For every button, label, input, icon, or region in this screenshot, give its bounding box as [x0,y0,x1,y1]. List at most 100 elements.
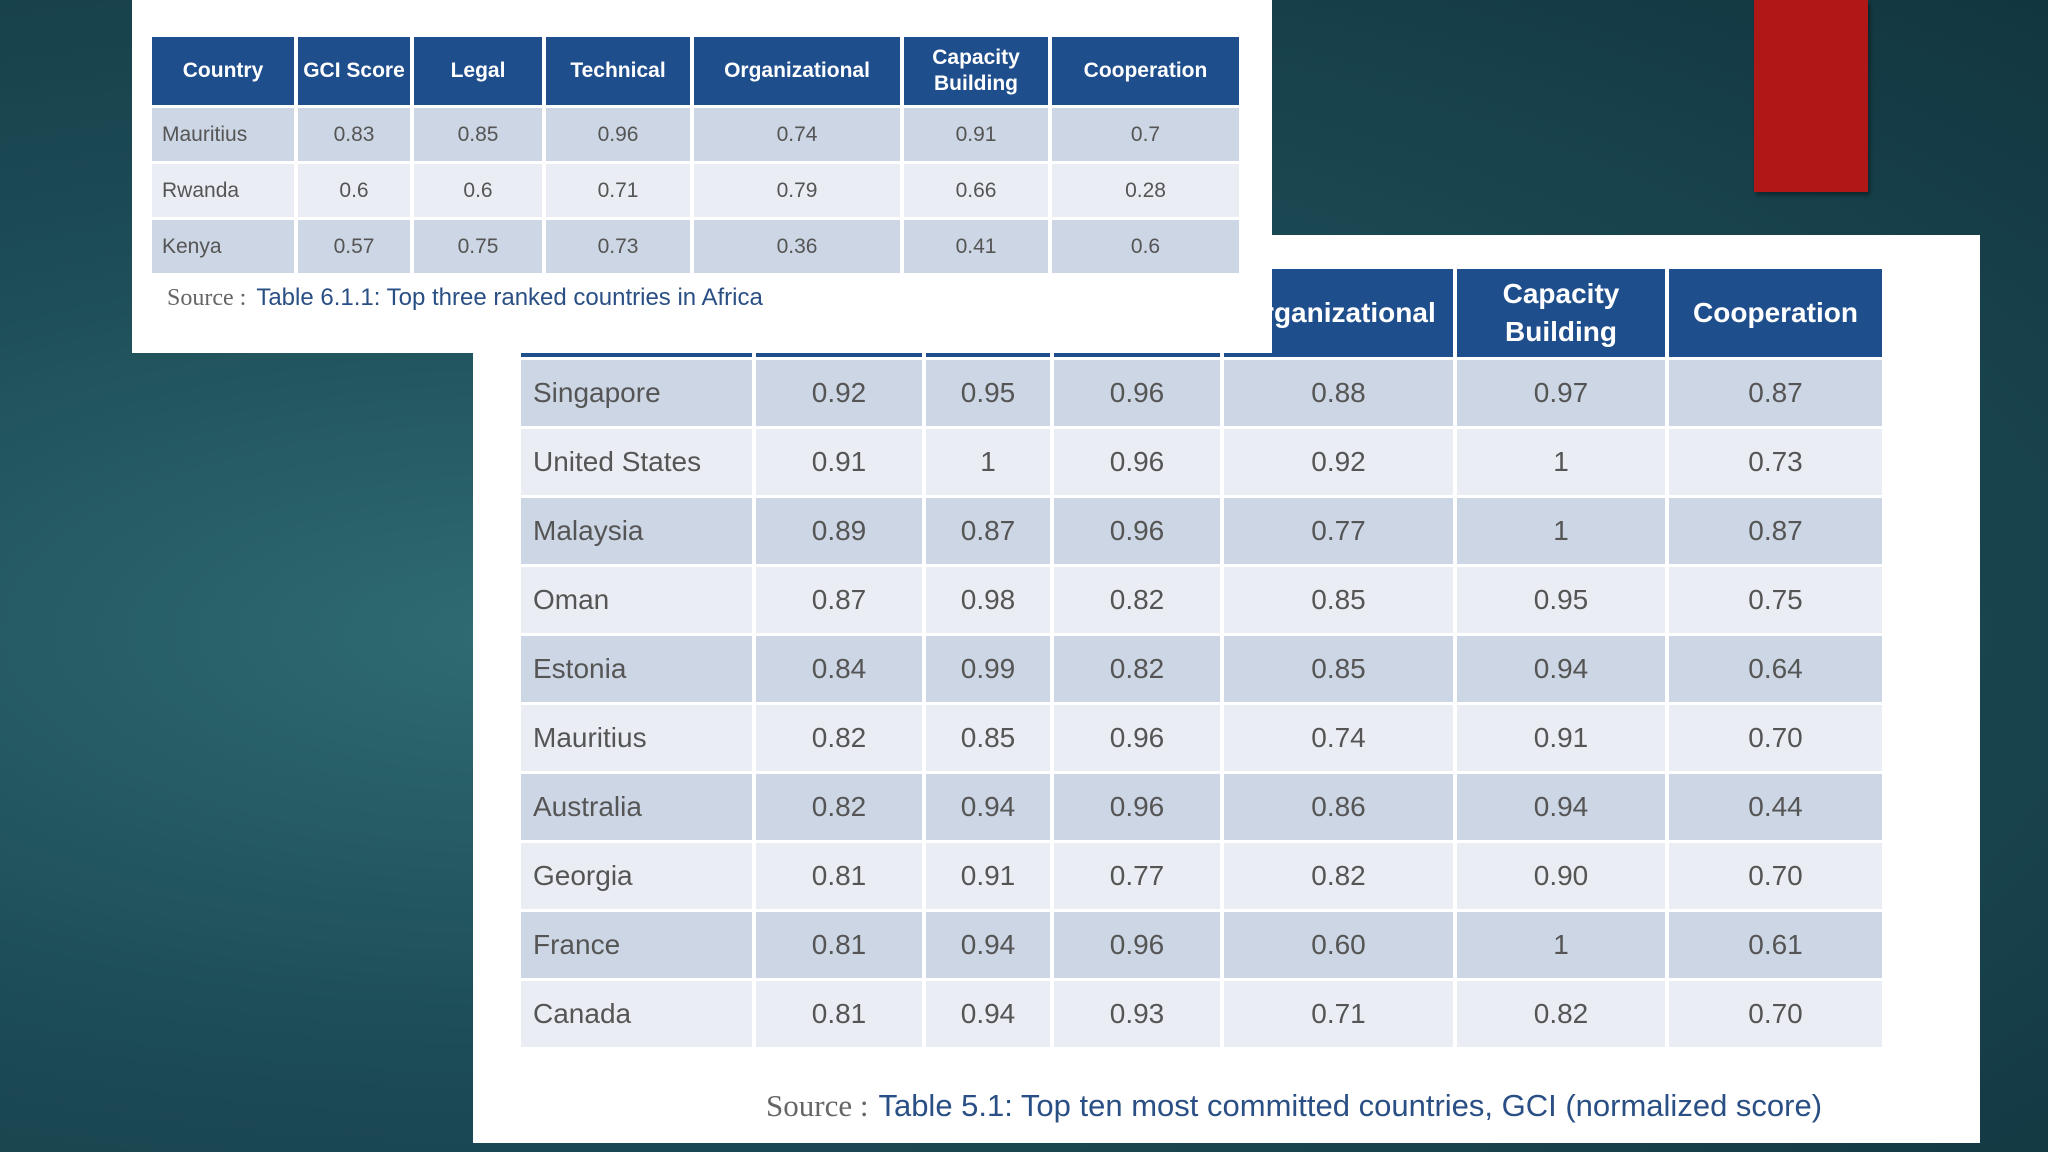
table-row: Rwanda 0.6 0.6 0.71 0.79 0.66 0.28 [152,164,1239,217]
value-cell: 0.95 [926,360,1050,426]
table-row: Georgia 0.81 0.91 0.77 0.82 0.90 0.70 [521,843,1882,909]
value-cell: 0.94 [1457,636,1665,702]
value-cell: 0.77 [1224,498,1453,564]
value-cell: 0.74 [1224,705,1453,771]
country-cell: Rwanda [152,164,294,217]
header-cell: GCI Score [298,37,410,105]
table-row: Mauritius 0.82 0.85 0.96 0.74 0.91 0.70 [521,705,1882,771]
table-row: Malaysia 0.89 0.87 0.96 0.77 1 0.87 [521,498,1882,564]
value-cell: 0.91 [926,843,1050,909]
value-cell: 0.82 [1054,636,1220,702]
value-cell: 0.96 [1054,360,1220,426]
value-cell: 0.91 [756,429,922,495]
africa-panel: Country GCI Score Legal Technical Organizati… [132,0,1272,353]
table-row: Mauritius 0.83 0.85 0.96 0.74 0.91 0.7 [152,108,1239,161]
value-cell: 0.91 [904,108,1048,161]
top-ten-table: Organizational Capacity Building Cooperati… [517,266,1886,1050]
value-cell: 0.41 [904,220,1048,273]
value-cell: 0.74 [694,108,900,161]
value-cell: 0.77 [1054,843,1220,909]
value-cell: 1 [1457,429,1665,495]
value-cell: 0.82 [1457,981,1665,1047]
value-cell: 0.85 [414,108,542,161]
value-cell: 0.6 [414,164,542,217]
value-cell: 0.87 [1669,360,1882,426]
header-cell: Organizational [694,37,900,105]
value-cell: 0.94 [926,912,1050,978]
value-cell: 0.87 [1669,498,1882,564]
value-cell: 0.85 [1224,567,1453,633]
value-cell: 0.87 [926,498,1050,564]
value-cell: 0.96 [1054,705,1220,771]
header-row: Country GCI Score Legal Technical Organizati… [152,37,1239,105]
value-cell: 1 [1457,498,1665,564]
value-cell: 0.57 [298,220,410,273]
value-cell: 0.36 [694,220,900,273]
country-cell: Canada [521,981,752,1047]
value-cell: 0.96 [1054,429,1220,495]
value-cell: 0.66 [904,164,1048,217]
value-cell: 0.99 [926,636,1050,702]
table-row: Estonia 0.84 0.99 0.82 0.85 0.94 0.64 [521,636,1882,702]
value-cell: 0.71 [1224,981,1453,1047]
top-ten-panel: Organizational Capacity Building Cooperati… [473,235,1980,1143]
value-cell: 0.96 [1054,774,1220,840]
header-cell: Capacity Building [904,37,1048,105]
value-cell: 0.95 [1457,567,1665,633]
country-cell: France [521,912,752,978]
value-cell: 0.81 [756,843,922,909]
country-cell: Mauritius [521,705,752,771]
caption: Source : Table 6.1.1: Top three ranked co… [167,284,763,312]
table-row: United States 0.91 1 0.96 0.92 1 0.73 [521,429,1882,495]
value-cell: 0.89 [756,498,922,564]
value-cell: 0.73 [1669,429,1882,495]
table-row: Australia 0.82 0.94 0.96 0.86 0.94 0.44 [521,774,1882,840]
value-cell: 0.82 [756,705,922,771]
value-cell: 0.73 [546,220,690,273]
africa-table: Country GCI Score Legal Technical Organizati… [148,34,1243,276]
value-cell: 0.61 [1669,912,1882,978]
header-cell: Cooperation [1669,269,1882,357]
country-cell: Mauritius [152,108,294,161]
value-cell: 0.60 [1224,912,1453,978]
value-cell: 0.91 [1457,705,1665,771]
country-cell: Oman [521,567,752,633]
value-cell: 0.70 [1669,843,1882,909]
header-cell: Cooperation [1052,37,1239,105]
country-cell: Kenya [152,220,294,273]
value-cell: 0.82 [756,774,922,840]
value-cell: 0.90 [1457,843,1665,909]
value-cell: 0.94 [926,774,1050,840]
table-row: France 0.81 0.94 0.96 0.60 1 0.61 [521,912,1882,978]
country-cell: Australia [521,774,752,840]
value-cell: 0.86 [1224,774,1453,840]
caption: Source : Table 5.1: Top ten most committe… [766,1088,1822,1124]
value-cell: 0.7 [1052,108,1239,161]
value-cell: 0.85 [1224,636,1453,702]
value-cell: 0.70 [1669,705,1882,771]
value-cell: 1 [926,429,1050,495]
country-cell: Singapore [521,360,752,426]
value-cell: 0.94 [1457,774,1665,840]
country-cell: Malaysia [521,498,752,564]
value-cell: 0.44 [1669,774,1882,840]
value-cell: 0.84 [756,636,922,702]
value-cell: 0.92 [756,360,922,426]
value-cell: 0.70 [1669,981,1882,1047]
value-cell: 0.75 [1669,567,1882,633]
value-cell: 0.75 [414,220,542,273]
value-cell: 0.81 [756,912,922,978]
value-cell: 0.94 [926,981,1050,1047]
accent-bar [1754,0,1868,192]
source-label: Source : [766,1088,869,1123]
value-cell: 0.79 [694,164,900,217]
value-cell: 0.71 [546,164,690,217]
value-cell: 0.6 [1052,220,1239,273]
header-cell: Country [152,37,294,105]
value-cell: 0.96 [1054,498,1220,564]
caption-text: Table 6.1.1: Top three ranked countries … [256,284,763,311]
table-row: Canada 0.81 0.94 0.93 0.71 0.82 0.70 [521,981,1882,1047]
value-cell: 0.96 [546,108,690,161]
caption-text: Table 5.1: Top ten most committed countr… [878,1088,1823,1123]
